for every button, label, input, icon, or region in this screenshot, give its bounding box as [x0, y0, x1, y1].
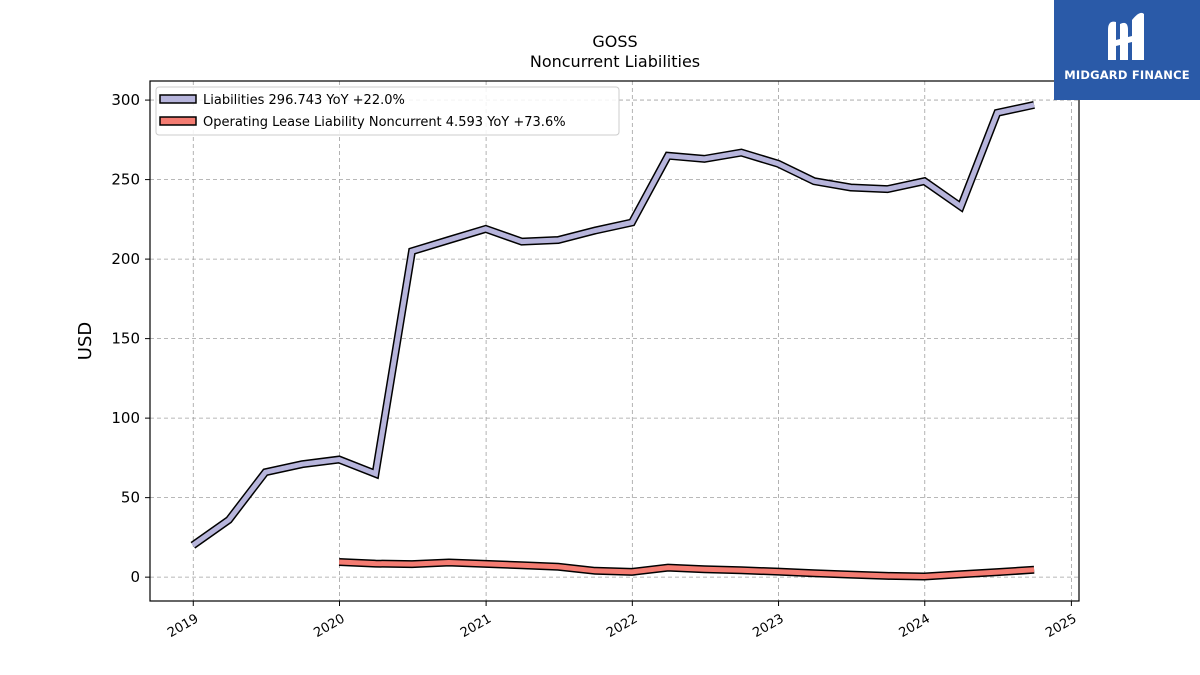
series-layer	[190, 100, 1035, 581]
midgard-logo-icon	[1108, 12, 1144, 60]
x-axis: 2019 2020 2021 2022 2023 2024 2025	[165, 601, 1079, 641]
legend: Liabilities 296.743 YoY +22.0% Operating…	[155, 86, 620, 136]
y-tick-label: 0	[130, 568, 140, 586]
x-tick-label: 2021	[458, 611, 494, 641]
y-tick-label: 250	[111, 171, 140, 189]
x-tick-label: 2023	[750, 611, 786, 641]
series-outline-0	[190, 100, 1035, 549]
chart-title: GOSS	[592, 32, 637, 51]
y-tick-label: 200	[111, 250, 140, 268]
x-tick-label: 2020	[311, 611, 347, 641]
y-tick-label: 300	[111, 91, 140, 109]
y-tick-label: 50	[121, 489, 140, 507]
x-tick-label: 2019	[165, 611, 201, 641]
series-line-0	[191, 102, 1035, 548]
y-tick-label: 100	[111, 409, 140, 427]
y-tick-label: 150	[111, 330, 140, 348]
plot-frame	[149, 80, 1080, 602]
y-axis-label: USD	[75, 322, 96, 360]
legend-swatch-liabilities	[159, 94, 197, 104]
legend-label-operating-lease: Operating Lease Liability Noncurrent 4.5…	[203, 115, 566, 130]
y-axis: 0 50 100 150 200 250 300	[111, 91, 150, 586]
x-tick-label: 2024	[897, 611, 933, 641]
x-tick-label: 2022	[604, 611, 640, 641]
legend-label-liabilities: Liabilities 296.743 YoY +22.0%	[203, 93, 405, 108]
chart-subtitle: Noncurrent Liabilities	[530, 52, 700, 71]
legend-box	[155, 86, 620, 136]
logo-text: MIDGARD FINANCE	[1064, 68, 1190, 82]
grid	[150, 81, 1079, 601]
legend-swatch-operating-lease	[159, 116, 197, 126]
x-tick-label: 2025	[1043, 611, 1079, 641]
midgard-finance-logo: MIDGARD FINANCE	[1054, 0, 1200, 100]
series-line-1	[338, 559, 1035, 580]
